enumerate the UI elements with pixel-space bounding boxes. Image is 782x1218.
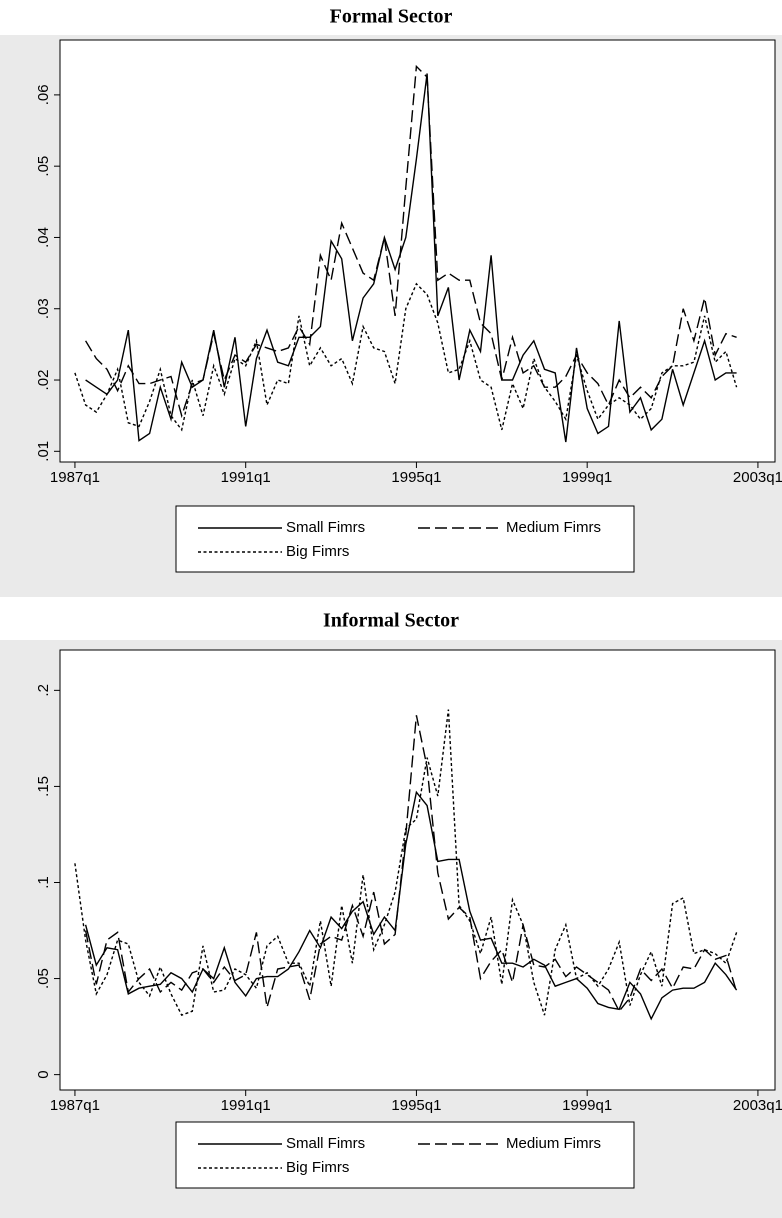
x-tick-label: 1999q1 [562,469,612,486]
x-tick-label: 1991q1 [221,1097,271,1114]
y-tick-label: 0 [35,1070,52,1078]
x-tick-label: 2003q1 [733,1097,782,1114]
chart-title: Informal Sector [323,610,459,632]
series-line [85,73,737,443]
x-tick-label: 1999q1 [562,1097,612,1114]
y-tick-label: .1 [35,876,52,889]
y-tick-label: .05 [35,968,52,989]
legend-box [175,1121,635,1189]
legend-label: Small Fimrs [286,1135,365,1152]
series-line [85,64,737,419]
series-line [84,790,738,1021]
legend-label: Small Fimrs [286,519,365,536]
x-tick-label: 1991q1 [221,469,271,486]
plot-area [59,39,776,463]
plot-area [59,649,776,1091]
chart-title: Formal Sector [330,6,453,28]
y-tick-label: .06 [35,84,52,105]
legend-box [175,505,635,573]
series-line [84,715,738,1013]
y-tick-label: .03 [35,298,52,319]
x-tick-label: 1987q1 [50,469,100,486]
x-tick-label: 2003q1 [733,469,782,486]
y-tick-label: .2 [35,684,52,697]
legend-label: Big Fimrs [286,543,349,560]
series-line [74,709,738,1016]
legend-label: Medium Fimrs [506,1135,601,1152]
legend-label: Big Fimrs [286,1159,349,1176]
x-tick-label: 1987q1 [50,1097,100,1114]
legend-label: Medium Fimrs [506,519,601,536]
y-tick-label: .05 [35,156,52,177]
series-line [74,282,738,432]
y-tick-label: .01 [35,441,52,462]
y-tick-label: .02 [35,370,52,391]
x-tick-label: 1995q1 [391,1097,441,1114]
y-tick-label: .04 [35,227,52,248]
y-tick-label: .15 [35,776,52,797]
x-tick-label: 1995q1 [391,469,441,486]
